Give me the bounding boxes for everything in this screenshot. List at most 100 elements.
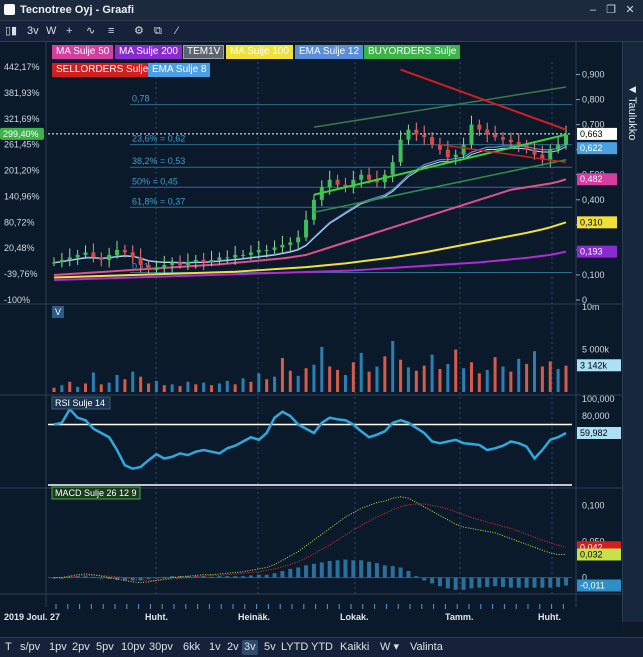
macd-histogram-bar	[445, 577, 450, 589]
volume-bar	[296, 375, 300, 392]
period-button-10pv[interactable]: 10pv	[121, 641, 145, 653]
period-button-3v[interactable]: 3v	[242, 640, 258, 655]
legend-item-ma-sulje-200[interactable]: MA Sulje 200	[115, 45, 182, 59]
time-scrollbar[interactable]	[0, 622, 622, 636]
candle-body	[327, 179, 332, 188]
ema8-line	[53, 146, 567, 264]
candle-body	[209, 259, 214, 263]
candle-body	[296, 237, 301, 243]
legend-item-buyorders-sulje[interactable]: BUYORDERS Sulje	[364, 45, 461, 59]
line-chart-icon[interactable]: ∿	[86, 25, 96, 37]
candle-body	[91, 252, 96, 258]
macd-histogram-bar	[185, 576, 190, 578]
candle-body	[564, 134, 568, 145]
volume-bar	[68, 381, 72, 392]
period-button-kaikki[interactable]: Kaikki	[340, 641, 370, 653]
sellorders-trendline	[400, 68, 567, 131]
macd-histogram-bar	[272, 573, 277, 578]
candle-body	[524, 144, 529, 150]
period-button-6kk[interactable]: 6kk	[183, 641, 201, 653]
volume-bar	[359, 352, 363, 392]
list-icon[interactable]: ≡	[108, 25, 115, 37]
macd-histogram-bar	[288, 568, 293, 578]
legend-item-sellorders-sulje[interactable]: SELLORDERS Sulje	[52, 63, 153, 77]
volume-bar	[107, 382, 111, 392]
price-tick-label-right: 0,100	[582, 270, 605, 280]
macd-histogram-bar	[146, 577, 151, 580]
candle-body	[398, 139, 403, 163]
period-button-spv[interactable]: s/pv	[20, 641, 41, 653]
period-button-5v[interactable]: 5v	[264, 641, 276, 653]
volume-bar	[446, 363, 450, 392]
rsi-tick-label: 100,000	[582, 394, 615, 404]
period-button-lytd[interactable]: LYTD	[281, 641, 309, 653]
chart-svg[interactable]: 0,78 23,6% = 0,62 38,2% = 0,53 50% = 0,45 61…	[0, 42, 622, 622]
table-sidebar[interactable]: ◀ Taulukko	[622, 42, 643, 622]
candle-body	[540, 154, 545, 160]
macd-histogram-bar	[414, 576, 419, 578]
volume-bar	[383, 356, 387, 392]
period-selector[interactable]: 3v	[27, 25, 39, 37]
volume-bar	[241, 378, 245, 392]
volume-bar	[233, 384, 237, 392]
collapse-left-icon[interactable]: ◀	[629, 84, 636, 94]
period-button-ytd[interactable]: YTD	[311, 641, 333, 653]
macd-histogram-bar	[99, 577, 104, 579]
period-button-1v[interactable]: 1v	[209, 641, 221, 653]
add-chart-icon[interactable]: +	[66, 25, 73, 37]
candle-body	[248, 252, 253, 255]
volume-bar	[186, 381, 190, 392]
price-tick-label-right: 0,900	[582, 70, 605, 80]
candlestick-icon[interactable]: ▯▮	[5, 25, 18, 37]
legend-item-ema-sulje-8[interactable]: EMA Sulje 8	[148, 63, 211, 77]
volume-bar	[399, 359, 403, 392]
volume-bar	[210, 385, 214, 392]
chart-area[interactable]: 0,78 23,6% = 0,62 38,2% = 0,53 50% = 0,45 61…	[0, 42, 622, 622]
macd-label-value: 0,032	[580, 549, 603, 559]
minimize-button[interactable]: –	[589, 4, 597, 16]
period-button-1pv[interactable]: 1pv	[49, 641, 67, 653]
interval-selector[interactable]: W	[46, 25, 57, 37]
layers-icon[interactable]: ⧉	[154, 25, 162, 37]
rsi-line	[53, 407, 567, 471]
restore-button[interactable]: ❐	[606, 4, 616, 16]
macd-histogram-bar	[374, 563, 379, 578]
legend-item-ema-sulje-12[interactable]: EMA Sulje 12	[295, 45, 364, 59]
macd-histogram-bar	[201, 576, 206, 578]
gear-icon[interactable]: ⚙	[134, 25, 144, 37]
volume-bar	[501, 366, 505, 392]
volume-bar	[265, 379, 269, 392]
price-tick-label-left: 201,20%	[4, 166, 40, 176]
period-button-2v[interactable]: 2v	[227, 641, 239, 653]
legend-item-tem1v[interactable]: TEM1V	[183, 45, 225, 59]
legend-item-ma-sulje-50[interactable]: MA Sulje 50	[52, 45, 114, 59]
macd-histogram-bar	[477, 577, 482, 588]
period-button-valinta[interactable]: Valinta	[410, 641, 443, 653]
magic-wand-icon[interactable]: ⁄	[176, 25, 178, 37]
price-tick-label-right: 0	[582, 295, 587, 305]
current-pct-label: 299,40%	[3, 129, 39, 139]
macd-histogram-bar	[351, 560, 356, 578]
candle-body	[390, 162, 395, 175]
volume-bar	[147, 383, 151, 392]
volume-bar	[375, 366, 379, 392]
period-button-30pv[interactable]: 30pv	[149, 641, 173, 653]
period-button-w[interactable]: W ▾	[380, 641, 399, 653]
trade-button[interactable]: T	[5, 641, 12, 653]
price-tick-label-right: 0,400	[582, 195, 605, 205]
macd-histogram-bar	[304, 565, 309, 578]
price-tick-label-left: 20,48%	[4, 243, 35, 253]
rsi-tick-label: 80,000	[582, 411, 610, 421]
volume-bar	[131, 371, 135, 392]
close-button[interactable]: ✕	[625, 4, 635, 16]
table-tab-label[interactable]: Taulukko	[626, 97, 638, 141]
legend-item-ma-sulje-100[interactable]: MA Sulje 100	[226, 45, 293, 59]
period-button-5pv[interactable]: 5pv	[96, 641, 114, 653]
price-tick-label-left: -39,76%	[4, 269, 38, 279]
app-icon	[4, 4, 15, 15]
macd-histogram-bar	[382, 565, 387, 578]
volume-bar	[540, 366, 544, 392]
current-pct-badge: 299,40%	[0, 127, 44, 140]
period-button-2pv[interactable]: 2pv	[72, 641, 90, 653]
macd-histogram-bar	[540, 577, 545, 588]
